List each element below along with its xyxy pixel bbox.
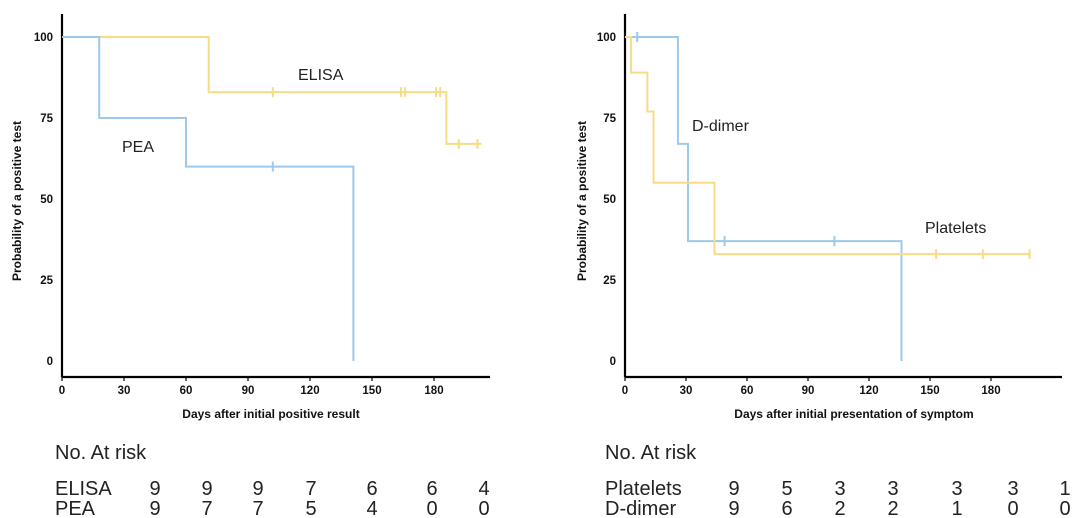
- right-risk-value: 1: [1059, 478, 1070, 500]
- left-risk-title: No. At risk: [55, 442, 147, 464]
- left-xlabel: Days after initial positive result: [182, 407, 359, 421]
- left-ylabel: Probability of a positive test: [10, 121, 24, 281]
- left-risk-value: 0: [426, 498, 437, 518]
- left-x-tick-label: 150: [362, 385, 381, 397]
- right-y-tick-label: 100: [597, 32, 616, 44]
- right-risk-value: 6: [781, 498, 792, 518]
- right-risk-value: 2: [834, 498, 845, 518]
- right-y-tick-label: 50: [603, 194, 616, 206]
- right-risk-row-label-0: Platelets: [605, 478, 682, 500]
- left-risk-row-label-0: ELISA: [55, 478, 112, 500]
- right-y-tick-label: 0: [610, 356, 616, 368]
- right-y-tick-label: 25: [603, 275, 616, 287]
- left-risk-value: 0: [478, 498, 489, 518]
- left-x-tick-label: 120: [300, 385, 319, 397]
- left-x-tick-label: 0: [59, 385, 65, 397]
- left-y-tick-label: 50: [40, 194, 53, 206]
- left-km-chart: Probability of a positive test Days afte…: [10, 14, 490, 518]
- pea-series-label: PEA: [122, 139, 154, 156]
- left-x-tick-label: 90: [242, 385, 255, 397]
- right-risk-value: 5: [781, 478, 792, 500]
- left-risk-row-label-1: PEA: [55, 498, 96, 518]
- left-risk-value: 9: [149, 498, 160, 518]
- elisa-curve: [62, 36, 482, 145]
- left-y-tick-label: 100: [34, 32, 53, 44]
- right-x-tick-label: 30: [680, 385, 693, 397]
- left-risk-value: 9: [149, 478, 160, 500]
- right-x-tick-label: 90: [802, 385, 815, 397]
- left-risk-value: 9: [252, 478, 263, 500]
- left-risk-value: 7: [305, 478, 316, 500]
- left-risk-value: 7: [252, 498, 263, 518]
- pea-curve: [62, 36, 355, 361]
- right-x-tick-label: 150: [920, 385, 939, 397]
- right-risk-title: No. At risk: [605, 442, 697, 464]
- left-risk-value: 6: [366, 478, 377, 500]
- right-x-tick-label: 60: [741, 385, 754, 397]
- right-km-chart: Probability of a positive test Days afte…: [575, 14, 1071, 518]
- platelets-series-label: Platelets: [925, 220, 986, 237]
- right-risk-value: 9: [728, 498, 739, 518]
- left-risk-value: 4: [366, 498, 377, 518]
- left-risk-value: 9: [201, 478, 212, 500]
- right-y-tick-label: 75: [603, 113, 616, 125]
- left-x-tick-label: 60: [180, 385, 193, 397]
- elisa-series-label: ELISA: [298, 67, 344, 84]
- right-risk-value: 1: [951, 498, 962, 518]
- left-risk-value: 5: [305, 498, 316, 518]
- right-risk-value: 0: [1007, 498, 1018, 518]
- right-risk-value: 3: [1007, 478, 1018, 500]
- right-x-tick-label: 180: [981, 385, 1000, 397]
- ddimer-series-label: D-dimer: [692, 118, 750, 135]
- right-risk-value: 3: [834, 478, 845, 500]
- d-dimer-curve: [625, 36, 903, 361]
- right-ylabel: Probability of a positive test: [575, 121, 589, 281]
- left-y-tick-label: 75: [40, 113, 53, 125]
- right-risk-value: 9: [728, 478, 739, 500]
- left-y-tick-label: 25: [40, 275, 53, 287]
- right-risk-row-label-1: D-dimer: [605, 498, 676, 518]
- left-risk-value: 6: [426, 478, 437, 500]
- right-risk-value: 2: [887, 498, 898, 518]
- left-x-tick-label: 180: [424, 385, 443, 397]
- right-xlabel: Days after initial presentation of sympt…: [734, 407, 973, 421]
- platelets-curve: [625, 36, 1030, 256]
- right-risk-value: 0: [1059, 498, 1070, 518]
- right-risk-value: 3: [887, 478, 898, 500]
- right-risk-value: 3: [951, 478, 962, 500]
- right-x-tick-label: 120: [859, 385, 878, 397]
- left-y-tick-label: 0: [47, 356, 53, 368]
- left-x-tick-label: 30: [118, 385, 131, 397]
- left-risk-value: 4: [478, 478, 489, 500]
- left-risk-value: 7: [201, 498, 212, 518]
- right-x-tick-label: 0: [622, 385, 628, 397]
